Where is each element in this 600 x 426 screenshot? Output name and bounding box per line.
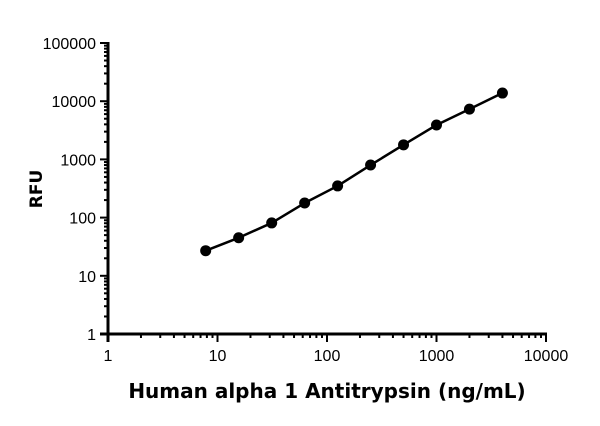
x-axis [100, 332, 547, 342]
x-tick-label: 1000 [419, 348, 455, 365]
x-axis-title: Human alpha 1 Antitrypsin (ng/mL) [128, 379, 525, 403]
x-tick-label: 10000 [524, 348, 569, 365]
y-tick-label: 10000 [52, 94, 97, 111]
x-tick-label: 1 [104, 348, 113, 365]
data-point [332, 180, 344, 192]
y-tick-label: 100000 [43, 36, 96, 53]
data-point [463, 103, 475, 115]
data-point [398, 139, 410, 151]
x-tick-labels: 1 10 100 1000 10000 [104, 348, 569, 365]
data-point [266, 217, 278, 229]
x-tick-label: 10 [209, 348, 227, 365]
data-point [365, 159, 377, 171]
data-point [431, 119, 442, 131]
y-tick-label: 1000 [60, 152, 96, 169]
data-point [233, 232, 245, 244]
data-point [299, 197, 311, 209]
series-line [205, 91, 503, 252]
data-point [496, 87, 508, 99]
y-tick-labels: 1 10 100 1000 10000 100000 [43, 36, 96, 344]
y-axis-title: RFU [27, 170, 47, 209]
data-point [200, 245, 212, 257]
y-tick-label: 100 [69, 211, 96, 228]
plot-area [200, 87, 508, 257]
y-tick-label: 1 [87, 327, 96, 344]
y-axis [100, 42, 110, 342]
y-tick-label: 10 [78, 269, 96, 286]
x-tick-label: 100 [314, 348, 341, 365]
